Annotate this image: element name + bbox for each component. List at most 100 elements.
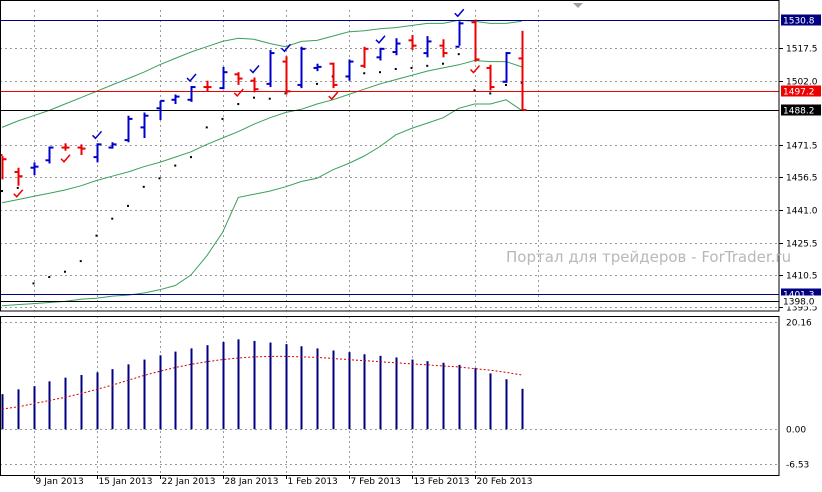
sar-dot: [1, 190, 3, 193]
ohlc-bar: [345, 59, 354, 81]
ohlc-bar: [250, 77, 259, 93]
oscillator-tick-label: 20.16: [786, 319, 812, 329]
signal-up-icon: [249, 65, 260, 74]
sar-dot: [16, 186, 19, 189]
signal-down-icon: [328, 91, 339, 101]
ohlc-bar: [502, 52, 511, 83]
signal-down-icon: [13, 189, 24, 198]
signal-down-icon: [233, 88, 244, 98]
sar-dot: [489, 92, 492, 95]
ohlc-bar: [423, 36, 432, 58]
price-label-box: [781, 288, 821, 300]
price-tick-label: 1425.5: [786, 240, 818, 250]
ohlc-bar: [93, 143, 102, 163]
sar-dot: [442, 62, 444, 65]
sar-dot: [64, 270, 66, 273]
ohlc-bar: [313, 63, 322, 72]
oscillator-tick-label: -6.53: [786, 461, 809, 471]
bollinger-lower: [1, 99, 523, 307]
price-tick-label: 1517.5: [786, 45, 818, 55]
ohlc-bar: [392, 38, 401, 56]
sar-dot: [48, 276, 51, 279]
ohlc-bar: [171, 94, 180, 105]
signal-up-icon: [454, 8, 465, 18]
sar-dot: [174, 164, 177, 167]
sar-dot: [127, 204, 129, 207]
sar-dot: [158, 177, 161, 180]
ohlc-bar: [297, 46, 306, 89]
sar-dot: [426, 64, 429, 67]
price-label-black: 1398.0: [783, 298, 815, 308]
oscillator-tick-label: 0.00: [786, 426, 806, 436]
ohlc-bar: [471, 19, 480, 62]
ohlc-bar: [360, 46, 369, 68]
price-tick-label: 1395.5: [786, 304, 818, 314]
sar-dot: [505, 83, 507, 86]
sar-dot: [221, 117, 224, 120]
time-tick-label: 1 Feb 2013: [288, 477, 338, 487]
ohlc-bar: [282, 56, 291, 95]
ohlc-bar: [266, 49, 275, 88]
sar-dot: [95, 234, 98, 237]
price-label-last: 1488.2: [783, 107, 815, 117]
watermark: Портал для трейдеров - ForTrader.ru: [506, 248, 791, 266]
signal-up-icon: [375, 35, 386, 44]
oscillator-panel: [1, 339, 524, 430]
ohlc-bar: [486, 64, 495, 91]
signal-up-icon: [280, 43, 292, 53]
sar-dot: [32, 282, 35, 285]
time-tick-label: 7 Feb 2013: [351, 477, 401, 487]
oscillator-signal-line: [1, 355, 522, 410]
ohlc-bar: [219, 66, 228, 90]
price-label-box: [781, 85, 821, 97]
sar-dot: [379, 71, 381, 74]
ohlc-bar: [124, 115, 133, 143]
ohlc-bar: [455, 21, 464, 48]
ohlc-bar: [14, 167, 23, 186]
time-tick-label: 13 Feb 2013: [414, 477, 470, 487]
shift-marker-icon[interactable]: [573, 3, 583, 8]
ohlc-bar: [439, 39, 448, 58]
ohlc-bar: [187, 85, 196, 102]
time-tick-label: 9 Jan 2013: [36, 477, 84, 487]
price-label-current: 1530.8: [783, 17, 815, 27]
signal-marks: [13, 8, 481, 198]
sar-dot: [268, 97, 271, 100]
sar-dot: [190, 156, 192, 159]
sar-dot: [457, 53, 460, 56]
ohlc-bar: [329, 62, 338, 89]
bollinger-bands: [1, 19, 523, 307]
ohlc-bar: [376, 47, 385, 61]
ohlc-bar: [61, 143, 70, 151]
ohlc-bar: [140, 112, 149, 138]
price-tick-label: 1410.5: [786, 272, 818, 282]
sar-dot: [363, 72, 366, 75]
sar-dot: [111, 217, 114, 220]
time-tick-label: 22 Jan 2013: [162, 477, 216, 487]
price-label-box: [781, 104, 821, 116]
ohlc-bar: [156, 99, 165, 120]
ohlc-bar: [234, 72, 243, 85]
bollinger-upper: [1, 19, 522, 128]
sar-dot: [237, 103, 240, 106]
time-tick-label: 20 Feb 2013: [477, 477, 533, 487]
time-tick-label: 15 Jan 2013: [99, 477, 153, 487]
sar-dot: [79, 260, 82, 263]
ohlc-bar: [77, 144, 86, 155]
ohlc-bar: [108, 142, 117, 149]
sar-dot: [142, 185, 145, 188]
time-tick-label: 28 Jan 2013: [225, 477, 279, 487]
price-tick-label: 1502.0: [786, 78, 818, 88]
main-panel-frame: [0, 0, 780, 312]
price-tick-label: 1471.5: [786, 142, 818, 152]
sar-dot: [394, 68, 397, 71]
price-label-box: [781, 295, 821, 307]
bollinger-middle: [1, 59, 522, 204]
price-label-support: 1497.2: [783, 88, 815, 98]
signal-down-icon: [469, 65, 481, 74]
price-label-box: [781, 14, 821, 26]
